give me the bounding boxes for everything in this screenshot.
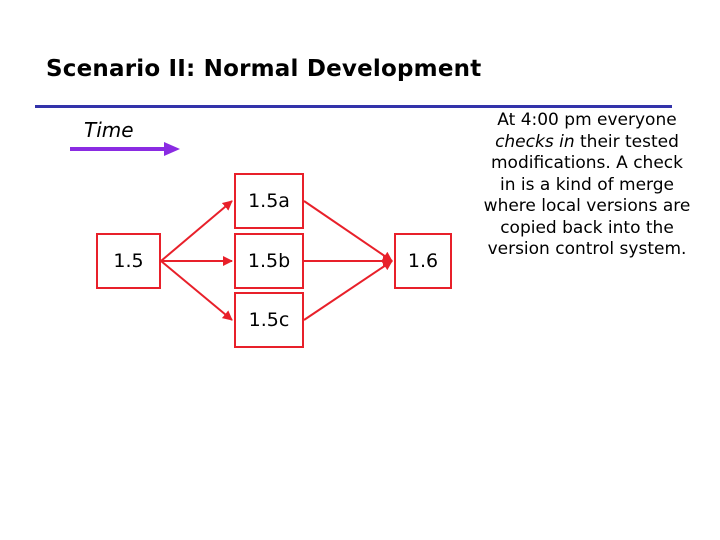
edge-1-5-to-1-5a <box>160 200 233 262</box>
edge-1-5a-to-1-6 <box>303 200 393 262</box>
explanation-part-1: At 4:00 pm everyone <box>497 110 677 130</box>
title-underline <box>35 105 672 108</box>
edge-1-5c-to-1-6 <box>303 260 393 321</box>
time-label: Time <box>84 118 134 142</box>
version-node-1-5b: 1.5b <box>234 233 304 289</box>
explanation-text: At 4:00 pm everyone checks in their test… <box>482 110 692 261</box>
version-node-1-5c: 1.5c <box>234 292 304 348</box>
explanation-emphasis: checks in <box>495 131 575 152</box>
slide-title: Scenario II: Normal Development <box>46 56 482 82</box>
version-node-1-5a: 1.5a <box>234 173 304 229</box>
explanation-part-2: their tested modifications. A check in i… <box>483 131 691 260</box>
edge-1-5-to-1-5c <box>160 260 233 321</box>
version-node-1-5: 1.5 <box>96 233 161 289</box>
version-node-1-6: 1.6 <box>394 233 452 289</box>
time-arrow-icon <box>70 142 180 156</box>
